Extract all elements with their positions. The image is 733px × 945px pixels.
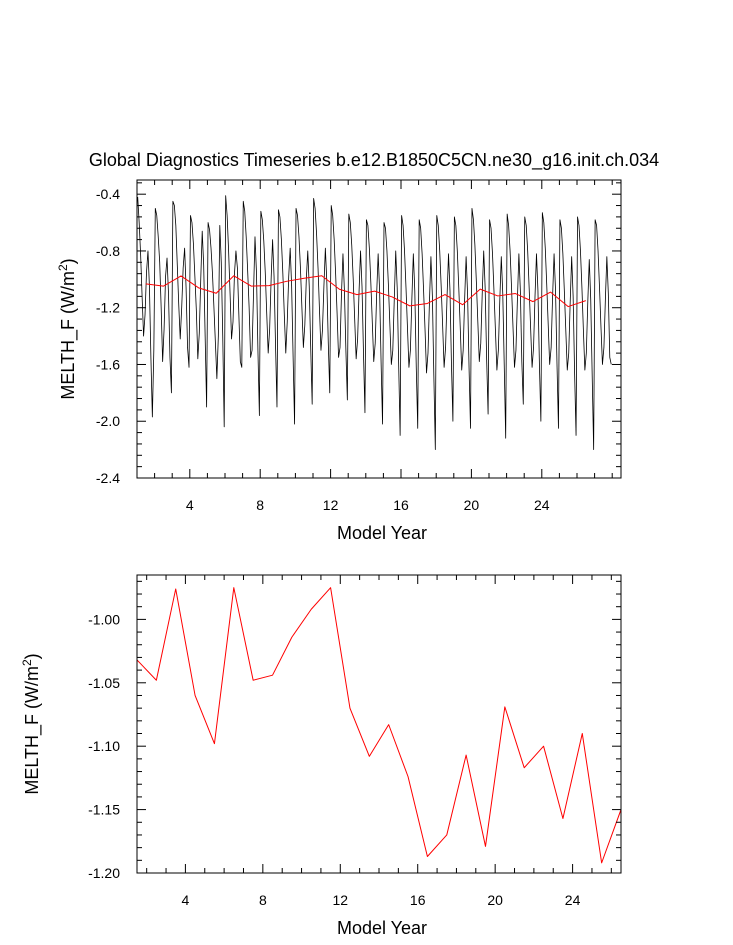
top-y-tick-label: -0.8 — [96, 243, 120, 259]
top-series-line-annual-mean — [145, 275, 586, 308]
top-y-axis-label-superscript: 2 — [56, 264, 70, 271]
top-x-tick-label: 4 — [186, 497, 194, 513]
top-x-tick-label: 8 — [256, 497, 264, 513]
bottom-x-tick-label: 8 — [259, 892, 267, 908]
bottom-plot-frame — [136, 574, 622, 874]
top-series-line-monthly — [137, 195, 612, 451]
bottom-x-axis-label: Model Year — [337, 918, 427, 938]
bottom-x-tick-label: 12 — [332, 892, 348, 908]
bottom-y-tick-label: -1.00 — [88, 611, 120, 627]
top-x-tick-label: 24 — [534, 497, 550, 513]
bottom-x-tick-label: 20 — [487, 892, 503, 908]
top-y-tick-label: -0.4 — [96, 186, 120, 202]
bottom-series-line-annual-mean — [137, 587, 621, 864]
top-x-tick-label: 12 — [323, 497, 339, 513]
top-y-tick-label: -2.0 — [96, 413, 120, 429]
top-y-axis-label: MELTH_F (W/m2) — [56, 258, 79, 399]
bottom-y-tick-label: -1.10 — [88, 738, 120, 754]
bottom-y-tick-label: -1.15 — [88, 802, 120, 818]
bottom-panel: 4 8 12 16 20 24 -1.20 -1.15 -1.10 -1.05 -1.00 Model… — [20, 574, 622, 938]
bottom-x-tick-label: 4 — [182, 892, 190, 908]
top-y-axis-label-main: MELTH_F (W/m — [58, 271, 79, 400]
top-x-tick-label: 20 — [464, 497, 480, 513]
top-plot-frame — [136, 179, 622, 479]
bottom-y-axis-label-main: MELTH_F (W/m — [22, 666, 43, 795]
bottom-x-tick-label: 16 — [410, 892, 426, 908]
bottom-y-axis-label-end: ) — [22, 653, 42, 659]
top-x-axis-label: Model Year — [337, 523, 427, 543]
top-y-tick-label: -2.4 — [96, 470, 120, 486]
bottom-y-tick-label: -1.05 — [88, 675, 120, 691]
top-y-axis-label-end: ) — [58, 258, 78, 264]
chart-title: Global Diagnostics Timeseries b.e12.B185… — [89, 150, 659, 171]
top-panel: 4 8 12 16 20 24 -2.4 -2.0 -1.6 -1.2 -0.8 -0.4 Model … — [56, 179, 622, 543]
top-x-tick-label: 16 — [393, 497, 409, 513]
bottom-x-tick-label: 24 — [565, 892, 581, 908]
top-y-tick-label: -1.6 — [96, 356, 120, 372]
bottom-y-axis-label-superscript: 2 — [20, 659, 34, 666]
bottom-y-axis-label: MELTH_F (W/m2) — [20, 653, 43, 794]
top-y-tick-label: -1.2 — [96, 300, 120, 316]
bottom-y-tick-label: -1.20 — [88, 865, 120, 881]
